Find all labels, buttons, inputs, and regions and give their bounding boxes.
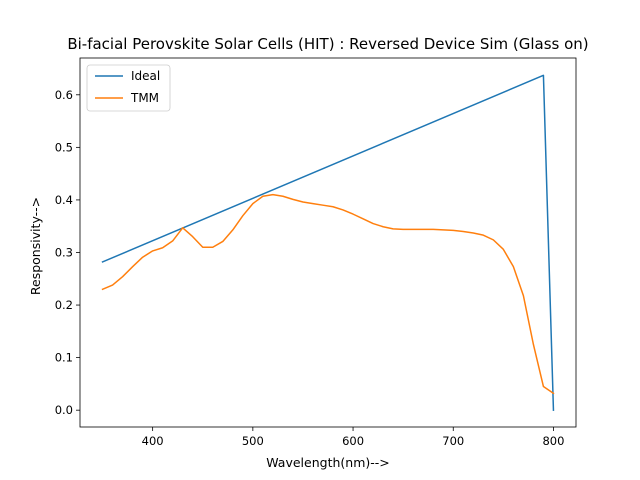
axes-frame [79, 57, 577, 428]
series-line-tmm [101, 193, 555, 395]
x-tick-label: 500 [242, 434, 264, 448]
legend: Ideal TMM [86, 64, 171, 112]
y-tick-label: 0.6 [55, 88, 73, 102]
legend-label-ideal: Ideal [131, 69, 160, 83]
axis-ticks: 400 500 600 700 800 0.0 0.1 0.2 0.3 0.4 0.5 0.6 [55, 88, 565, 448]
y-tick-label: 0.4 [55, 193, 73, 207]
x-tick-label: 400 [142, 434, 164, 448]
y-tick-label: 0.0 [55, 403, 73, 417]
y-tick-label: 0.1 [55, 351, 73, 365]
legend-label-tmm: TMM [130, 91, 159, 105]
y-axis-label: Responsivity--> [28, 197, 43, 295]
y-tick-label: 0.3 [55, 245, 73, 259]
y-tick-label: 0.2 [55, 298, 73, 312]
x-tick-label: 800 [542, 434, 564, 448]
plot-area [79, 57, 577, 428]
x-tick-label: 700 [442, 434, 464, 448]
x-tick-label: 600 [342, 434, 364, 448]
y-tick-label: 0.5 [55, 140, 73, 154]
series-line-ideal [101, 74, 555, 411]
x-axis-label: Wavelength(nm)--> [266, 455, 390, 470]
chart-title: Bi-facial Perovskite Solar Cells (HIT) :… [67, 35, 588, 53]
